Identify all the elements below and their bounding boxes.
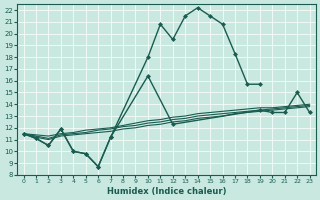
X-axis label: Humidex (Indice chaleur): Humidex (Indice chaleur) xyxy=(107,187,226,196)
